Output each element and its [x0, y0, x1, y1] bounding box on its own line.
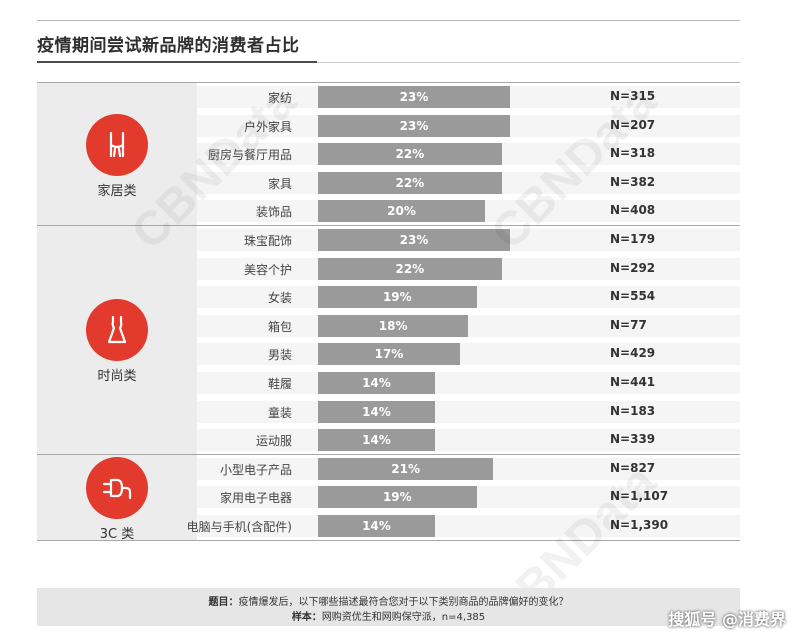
bar-value-label: 17% [374, 347, 404, 362]
footer-note: 题目：疫情爆发后，以下哪些描述最符合您对于以下类别商品的品牌偏好的变化？ 样本：… [37, 588, 740, 626]
bar-value-label: 14% [362, 519, 391, 533]
sample-size-label: N=441 [610, 375, 656, 389]
row-label: 家用电子电器 [219, 491, 292, 506]
bar: 14% [318, 515, 435, 537]
category-label: 3C 类 [99, 526, 135, 542]
title-rule [317, 62, 740, 63]
bar-value-label: 23% [399, 118, 429, 133]
sample-size-label: N=292 [610, 260, 656, 275]
bar: 17% [318, 343, 460, 366]
bar: 22% [318, 171, 502, 194]
group-divider [37, 539, 740, 541]
row-label: 鞋履 [267, 377, 292, 391]
footer-question-text: 疫情爆发后，以下哪些描述最符合您对于以下类别商品的品牌偏好的变化？ [238, 597, 569, 608]
sample-size-label: N=315 [610, 89, 656, 103]
bar-value-label: 22% [395, 261, 425, 276]
bar-value-label: 19% [382, 290, 412, 305]
bar: 21% [318, 457, 494, 480]
bar: 19% [318, 486, 477, 509]
sample-size-label: N=207 [610, 117, 656, 132]
row-label: 运动服 [255, 434, 292, 449]
bar-value-label: 23% [399, 90, 429, 104]
plug-category-icon [86, 456, 148, 519]
chart-title: 疫情期间尝试新品牌的消费者占比 [37, 36, 300, 56]
row-label: 装饰品 [255, 205, 292, 220]
bar-value-label: 14% [362, 376, 391, 390]
bar: 18% [318, 314, 469, 337]
sample-size-label: N=339 [610, 432, 656, 447]
footer-sample: 样本：网购资优生和网购保守派，n=4,385 [37, 608, 740, 623]
brand-watermark: 搜狐号 @消费界 [668, 610, 786, 629]
title-underline [37, 61, 317, 63]
bar: 22% [318, 257, 502, 280]
bar-value-label: 14% [362, 433, 391, 448]
bar-value-label: 23% [399, 233, 429, 247]
sample-size-label: N=408 [610, 203, 656, 218]
chair-icon [109, 131, 125, 157]
bar-value-label: 22% [395, 147, 425, 162]
row-label: 美容个护 [243, 262, 292, 277]
sample-size-label: N=429 [610, 346, 656, 361]
bar-value-label: 22% [395, 175, 425, 190]
category-label: 时尚类 [97, 369, 137, 385]
sample-size-label: N=1,390 [610, 518, 669, 532]
top-rule [37, 20, 740, 21]
group-divider [37, 453, 740, 455]
sample-size-label: N=382 [610, 174, 656, 189]
row-label: 厨房与餐厅用品 [207, 148, 292, 163]
row-label: 男装 [267, 348, 292, 363]
sample-size-label: N=318 [610, 146, 656, 161]
row-label: 珠宝配饰 [243, 234, 292, 248]
bar: 14% [318, 429, 435, 452]
footer-sample-text: 网购资优生和网购保守派，n=4,385 [321, 612, 486, 623]
sample-size-label: N=179 [610, 232, 656, 246]
category-label: 家居类 [97, 183, 137, 199]
bar-value-label: 18% [378, 318, 408, 333]
row-label: 电脑与手机(含配件) [186, 520, 292, 534]
bar-value-label: 19% [382, 490, 412, 505]
dress-category-icon [86, 299, 148, 362]
dress-icon [107, 316, 127, 344]
row-label: 家纺 [267, 91, 292, 105]
bar-value-label: 14% [362, 404, 391, 419]
footer-question: 题目：疫情爆发后，以下哪些描述最符合您对于以下类别商品的品牌偏好的变化？ [37, 593, 740, 608]
chair-category-icon [86, 113, 148, 176]
bar: 23% [318, 86, 511, 108]
bar: 22% [318, 143, 502, 166]
bar: 19% [318, 286, 477, 309]
bar: 23% [318, 229, 511, 251]
bar: 14% [318, 372, 435, 394]
bar: 23% [318, 114, 511, 137]
bar-value-label: 21% [391, 461, 421, 476]
bar: 14% [318, 400, 435, 423]
sample-size-label: N=1,107 [610, 489, 669, 504]
row-label: 小型电子产品 [219, 462, 292, 477]
sample-size-label: N=77 [610, 317, 647, 332]
sample-size-label: N=827 [610, 460, 656, 475]
row-label: 箱包 [267, 319, 292, 334]
sample-size-label: N=183 [610, 403, 656, 418]
group-divider [37, 82, 740, 83]
group-divider [37, 225, 740, 226]
sample-size-label: N=554 [610, 289, 656, 304]
bar: 20% [318, 200, 485, 223]
row-label: 童装 [267, 405, 292, 420]
footer-question-label: 题目： [208, 597, 239, 608]
row-label: 家具 [267, 176, 292, 191]
plug-icon [102, 478, 132, 499]
row-label: 户外家具 [243, 119, 292, 134]
bar-value-label: 20% [387, 204, 416, 219]
footer-sample-label: 样本： [291, 612, 322, 623]
row-label: 女装 [267, 291, 292, 306]
